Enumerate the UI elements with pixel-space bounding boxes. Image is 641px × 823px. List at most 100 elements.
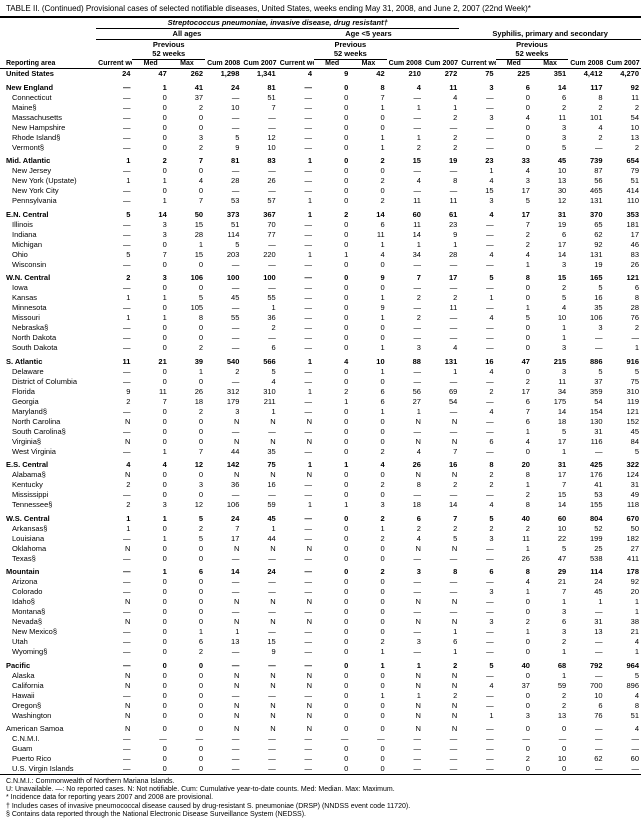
data-cell: 5: [96, 249, 132, 259]
data-cell: 106: [205, 500, 241, 510]
data-cell: 4: [605, 690, 641, 700]
table-row: E.S. Central441214275114261682031425322: [0, 456, 641, 470]
table-row: Maine§—02107—0111—0222: [0, 102, 641, 112]
data-cell: —: [96, 333, 132, 343]
data-cell: 22: [532, 533, 568, 543]
data-cell: —: [278, 480, 314, 490]
data-cell: 1: [387, 132, 423, 142]
data-cell: —: [278, 396, 314, 406]
data-cell: —: [387, 587, 423, 597]
data-cell: —: [205, 647, 241, 657]
data-cell: 5: [605, 366, 641, 376]
data-cell: —: [96, 637, 132, 647]
data-cell: 2: [350, 533, 386, 543]
data-cell: 0: [132, 480, 168, 490]
data-cell: 25: [568, 543, 604, 553]
area-cell: Maryland§: [0, 406, 96, 416]
data-cell: 2: [169, 647, 205, 657]
table-row: New Jersey—00———00——14108779: [0, 166, 641, 176]
data-cell: 10: [350, 353, 386, 367]
data-cell: 1: [132, 533, 168, 543]
data-cell: 8: [605, 293, 641, 303]
data-cell: —: [96, 102, 132, 112]
data-cell: —: [96, 533, 132, 543]
data-cell: 1: [387, 657, 423, 671]
data-cell: —: [205, 283, 241, 293]
data-cell: 0: [314, 754, 350, 764]
data-cell: —: [387, 186, 423, 196]
data-cell: 1: [314, 396, 350, 406]
data-cell: N: [423, 670, 459, 680]
data-cell: 916: [605, 353, 641, 367]
data-cell: 2: [532, 690, 568, 700]
data-cell: 10: [241, 142, 277, 152]
data-cell: 0: [314, 142, 350, 152]
data-cell: 0: [314, 219, 350, 229]
data-cell: 1: [350, 657, 386, 671]
data-cell: 7: [532, 480, 568, 490]
data-cell: 3: [169, 132, 205, 142]
table-row: Arkansas§10271—012222105250: [0, 523, 641, 533]
data-cell: 0: [132, 92, 168, 102]
table-row: S. Atlantic11213954056614108813116472158…: [0, 353, 641, 367]
area-cell: District of Columbia: [0, 376, 96, 386]
data-cell: 0: [314, 79, 350, 93]
data-cell: 15: [532, 490, 568, 500]
area-cell: Pennsylvania: [0, 196, 96, 206]
data-cell: 2: [568, 102, 604, 112]
table-row: New York City—00———00——151730465414: [0, 186, 641, 196]
data-cell: 2: [350, 176, 386, 186]
data-cell: 6: [169, 563, 205, 577]
table-row: Oregon§N00NNN00NN—0268: [0, 700, 641, 710]
data-cell: 5: [205, 132, 241, 142]
data-cell: —: [241, 239, 277, 249]
data-cell: 8: [387, 480, 423, 490]
data-cell: 1: [459, 710, 495, 720]
data-cell: 0: [350, 670, 386, 680]
table-row: OklahomaN00NNN00NN—152527: [0, 543, 641, 553]
data-cell: —: [96, 563, 132, 577]
data-cell: —: [459, 670, 495, 680]
data-cell: 10: [568, 690, 604, 700]
table-row: Utah—061315—0236—02—4: [0, 637, 641, 647]
table-row: West Virginia—174435—0247—01—5: [0, 446, 641, 456]
data-cell: 17: [423, 269, 459, 283]
data-cell: 0: [132, 239, 168, 249]
data-cell: 131: [568, 249, 604, 259]
data-cell: 181: [605, 219, 641, 229]
data-cell: 4: [350, 249, 386, 259]
data-cell: 20: [605, 587, 641, 597]
data-cell: N: [423, 680, 459, 690]
area-cell: S. Atlantic: [0, 353, 96, 367]
data-cell: —: [278, 577, 314, 587]
data-cell: 2: [387, 523, 423, 533]
table-row: New York (Upstate)1142826—024843135651: [0, 176, 641, 186]
data-cell: 0: [496, 720, 532, 734]
table-row: Louisiana—151744—024531122199182: [0, 533, 641, 543]
data-cell: 0: [314, 637, 350, 647]
data-cell: 81: [241, 79, 277, 93]
data-cell: 2: [314, 386, 350, 396]
area-cell: E.S. Central: [0, 456, 96, 470]
data-cell: 3: [169, 480, 205, 490]
data-cell: 12: [241, 132, 277, 142]
data-cell: —: [423, 376, 459, 386]
data-cell: 2: [350, 196, 386, 206]
sub-under5: Age <5 years: [278, 28, 460, 39]
data-cell: 101: [568, 112, 604, 122]
data-cell: 92: [568, 239, 604, 249]
data-cell: 0: [314, 690, 350, 700]
data-cell: 1: [96, 152, 132, 166]
data-cell: 0: [314, 647, 350, 657]
area-cell: Arizona: [0, 577, 96, 587]
data-cell: 1: [350, 239, 386, 249]
table-row: Nevada§N00NNN00NN3263138: [0, 617, 641, 627]
data-cell: 0: [169, 710, 205, 720]
data-cell: 0: [350, 323, 386, 333]
data-cell: 6: [169, 637, 205, 647]
data-cell: 121: [605, 269, 641, 283]
data-cell: —: [459, 764, 495, 774]
data-cell: 8: [459, 456, 495, 470]
data-cell: 2: [350, 152, 386, 166]
data-cell: 106: [568, 313, 604, 323]
